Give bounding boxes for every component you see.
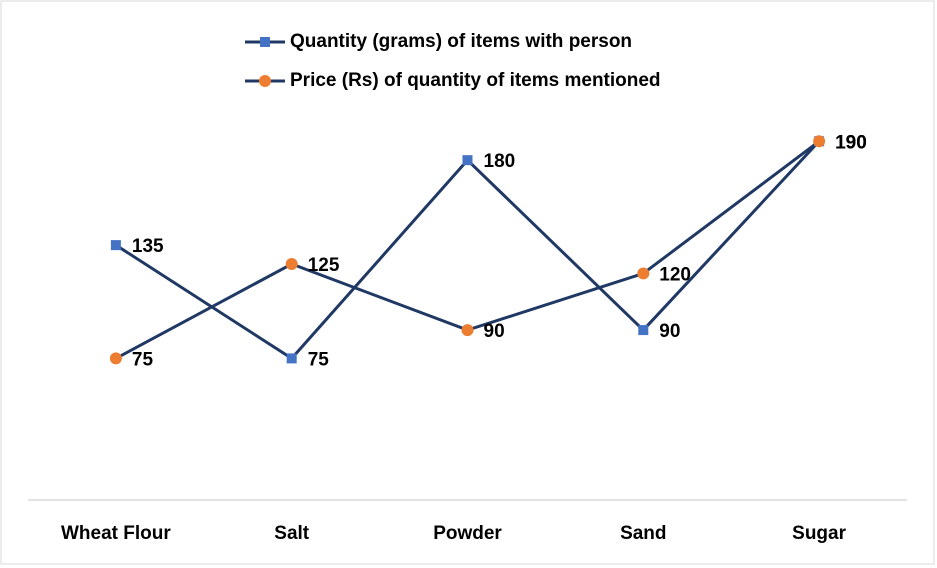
data-label: 75 [132, 349, 154, 370]
marker [285, 258, 298, 270]
data-label: 190 [835, 132, 867, 153]
marker [462, 155, 473, 166]
marker [637, 267, 650, 280]
x-tick-label: Sand [620, 523, 666, 544]
marker [813, 135, 826, 148]
data-label: 90 [484, 321, 505, 342]
x-tick-label: Powder [433, 523, 502, 544]
x-tick-label: Wheat Flour [61, 523, 171, 544]
legend-label: Price (Rs) of quantity of items mentione… [290, 70, 661, 91]
marker [638, 325, 649, 336]
data-label: 125 [308, 255, 340, 276]
marker [110, 240, 121, 251]
x-tick-label: Sugar [792, 523, 846, 544]
data-label: 180 [484, 151, 516, 172]
legend-label: Quantity (grams) of items with person [290, 31, 632, 52]
marker [109, 352, 122, 365]
marker [461, 324, 474, 337]
x-tick-label: Salt [274, 523, 310, 544]
data-label: 75 [308, 349, 330, 370]
marker [259, 75, 271, 87]
data-label: 90 [659, 321, 680, 342]
marker [260, 37, 270, 47]
marker [286, 353, 297, 364]
data-label: 135 [132, 236, 164, 257]
data-label: 190 [835, 132, 867, 153]
data-label: 120 [659, 264, 691, 285]
